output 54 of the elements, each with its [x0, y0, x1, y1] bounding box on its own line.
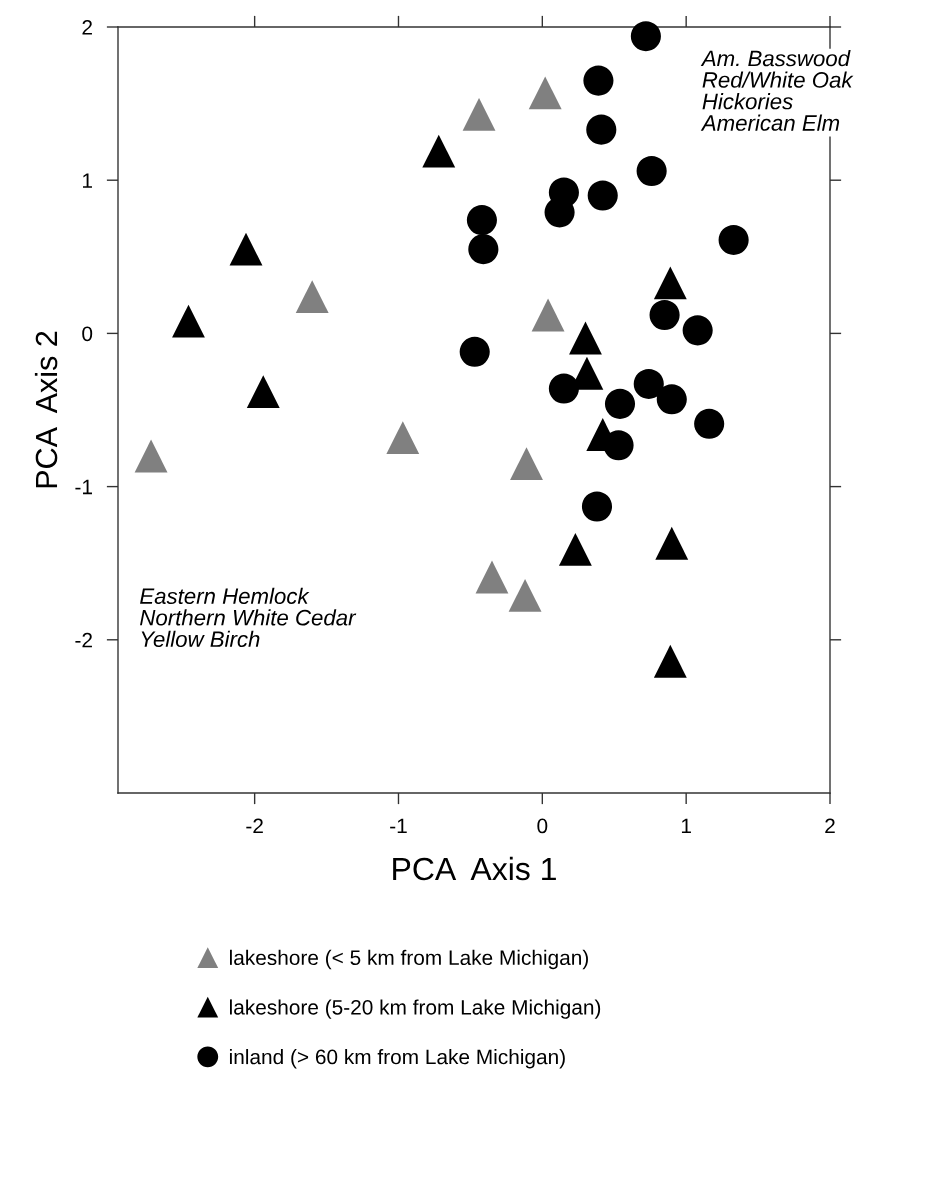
point: [653, 644, 687, 678]
point: [508, 578, 542, 612]
x-tick-label: 2: [825, 818, 835, 834]
x-tick-label: -1: [390, 818, 407, 834]
point: [718, 224, 749, 255]
point: [246, 375, 280, 409]
x-axis-title: PCA Axis 1: [393, 856, 556, 881]
point: [633, 368, 664, 400]
point: [510, 447, 543, 481]
point: [172, 304, 205, 338]
point: [581, 491, 613, 522]
point: [636, 155, 667, 187]
x-tick-label: 1: [681, 818, 691, 834]
y-tick-label: 0: [82, 326, 93, 342]
point: [475, 560, 509, 594]
legend-label: lakeshore (5-20 km from Lake Michigan): [230, 999, 601, 1019]
point: [649, 299, 680, 331]
point: [386, 421, 420, 455]
point: [134, 439, 168, 473]
point: [466, 204, 497, 236]
point: [569, 321, 602, 355]
x-tick-label: -2: [246, 818, 263, 834]
point: [229, 232, 263, 266]
y-tick-label: 1: [83, 173, 92, 188]
point: [653, 266, 687, 300]
point: [468, 234, 499, 265]
y-tick-label: -2: [75, 632, 92, 648]
point: [656, 384, 687, 415]
point: [682, 315, 713, 346]
legend-label: inland (> 60 km from Lake Michigan): [229, 1049, 565, 1069]
point: [604, 388, 636, 419]
point: [295, 280, 329, 314]
point: [548, 373, 579, 404]
point: [655, 526, 689, 560]
point: [587, 180, 618, 211]
annotation: Am. Basswood Red/White Oak Hickories American Elm: [700, 49, 854, 131]
legend-label: lakeshore (< 5 km from Lake Michigan): [230, 949, 588, 970]
point: [630, 21, 661, 52]
point: [694, 408, 725, 439]
y-tick-label: 2: [82, 20, 92, 35]
point: [462, 97, 496, 131]
x-tick-label: 0: [537, 818, 548, 834]
y-tick-label: -1: [75, 479, 92, 495]
point: [528, 76, 562, 110]
point: [583, 65, 614, 96]
point: [544, 197, 575, 228]
point: [422, 134, 456, 168]
point: [586, 114, 617, 145]
point: [603, 430, 634, 461]
point: [531, 298, 565, 332]
point: [558, 532, 592, 566]
y-axis-title: PCA Axis 2: [34, 331, 58, 488]
point: [459, 336, 490, 367]
annotation: Eastern Hemlock Northern White Cedar Yellow Birch: [140, 587, 357, 648]
